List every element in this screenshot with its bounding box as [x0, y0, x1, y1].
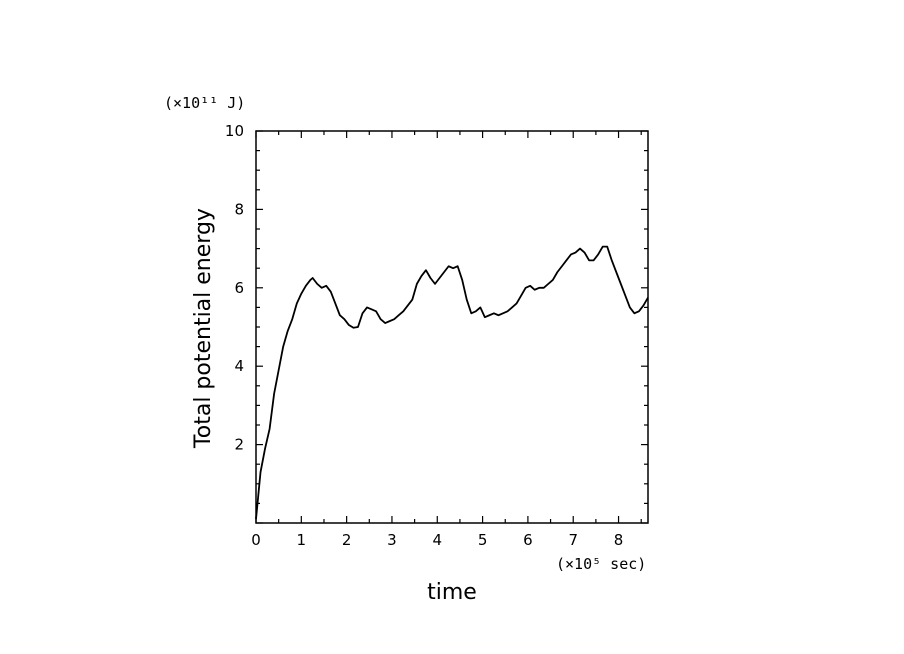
x-tick-labels: 0 1 2 3 4 5 6 7 8 — [251, 531, 623, 549]
x-tick-label: 0 — [251, 531, 261, 549]
plot-border — [255, 130, 649, 524]
x-axis-unit: (×10⁵ sec) — [556, 555, 646, 573]
x-axis-title: time — [427, 580, 477, 605]
x-tick-label: 3 — [387, 531, 397, 549]
x-tick-label: 1 — [297, 531, 307, 549]
y-tick-label: 2 — [234, 436, 244, 454]
y-axis-unit: (×10¹¹ J) — [164, 94, 245, 112]
x-tick-label: 8 — [614, 531, 624, 549]
plot-frame — [255, 130, 649, 524]
y-tick-labels: 2 4 6 8 10 — [225, 122, 244, 454]
y-tick-label: 8 — [234, 200, 244, 218]
x-tick-label: 2 — [342, 531, 352, 549]
y-tick-label: 6 — [234, 279, 244, 297]
x-tick-label: 5 — [478, 531, 488, 549]
x-tick-label: 4 — [432, 531, 442, 549]
y-tick-label: 4 — [234, 357, 244, 375]
x-tick-label: 7 — [568, 531, 578, 549]
x-tick-label: 6 — [523, 531, 533, 549]
series-line — [255, 245, 649, 520]
axis-ticks — [255, 130, 648, 524]
y-tick-label: 10 — [225, 122, 244, 140]
y-axis-title: Total potential energy — [191, 208, 216, 449]
series-layer — [255, 245, 649, 520]
